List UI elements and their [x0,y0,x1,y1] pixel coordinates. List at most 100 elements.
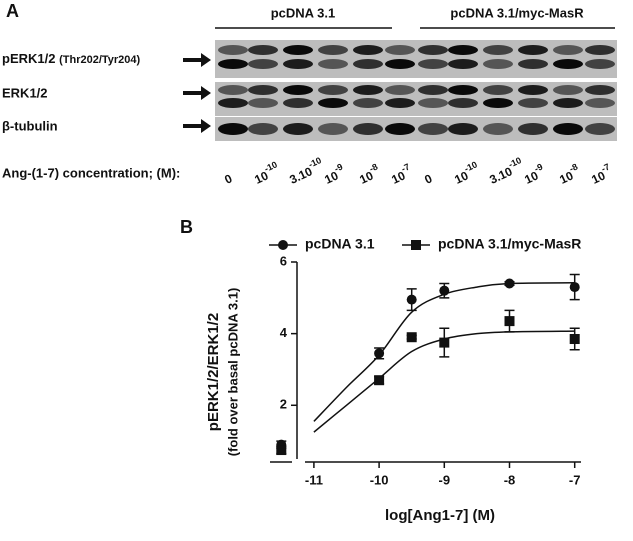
lane-base: 10 [252,169,270,187]
blot-band [385,123,415,135]
lane-base: 10 [389,169,407,187]
blot-band [483,59,513,69]
data-point [406,332,417,343]
lane-exp: -9 [333,162,344,174]
data-point [374,348,385,359]
blot-band [248,123,278,135]
lane-exp: -10 [463,160,479,175]
blot-band [418,98,448,108]
lane-exp: -7 [600,162,611,174]
blot-band [553,98,583,108]
lane-base: 10 [557,169,575,187]
lane-label: 10-8 [356,162,383,187]
lane-exp: -9 [533,162,544,174]
blot-band [418,59,448,69]
lane-label: 10-10 [251,160,282,187]
blot-band [483,123,513,135]
blot-band [283,123,313,135]
blot-band [518,123,548,135]
chart: 2 4 6 -11 -10 -9 -8 -7 log[Ang1-7] (M) pERK1/2/ER… [205,236,581,524]
concentration-label: Ang-(1-7) concentration; (M): [2,165,180,180]
blot-band [218,85,248,95]
blot-band [585,85,615,95]
lane-base: 0 [422,171,434,187]
blot-band [585,98,615,108]
blot-band [448,98,478,108]
blot-band [518,45,548,55]
blot-band [353,98,383,108]
group-label: pcDNA 3.1 [271,5,336,20]
panel-letter: B [180,217,193,237]
blot-band [483,85,513,95]
data-point [439,285,450,296]
lane-base: 10 [589,169,607,187]
blot-band [553,85,583,95]
blot-band [248,85,278,95]
lane-label: 3.10-10 [486,155,526,187]
lane-base: 10 [522,169,540,187]
blot-band [483,45,513,55]
data-point [504,278,515,289]
group-label: pcDNA 3.1/myc-MasR [450,5,584,20]
lane-label: 10-8 [556,162,583,187]
blot-band [283,45,313,55]
blot-band [353,85,383,95]
blot-band [518,59,548,69]
blot-band [585,123,615,135]
blot-band [448,85,478,95]
x-tick-label: -10 [370,472,389,487]
blot-band [353,123,383,135]
blot-band [385,45,415,55]
legend-label: pcDNA 3.1/myc-MasR [438,236,581,252]
blot-band [483,98,513,108]
x-tick-label: -11 [305,472,323,487]
arrows [183,53,211,133]
blot-band [418,85,448,95]
blot-band [353,59,383,69]
blot-band [318,85,348,95]
blot-strip [215,82,617,116]
blot-band [218,45,248,55]
lane-base: 10 [357,169,375,187]
blot-band [553,45,583,55]
data-point [374,375,385,386]
lane-label: 0 [222,171,234,187]
blot-band [418,123,448,135]
lane-base: 0 [222,171,234,187]
lane-exp: -10 [263,160,279,175]
y-tick-label: 4 [280,325,288,340]
blot-strip [215,117,617,141]
blot-band [318,123,348,135]
blot-band [553,123,583,135]
blot-band [248,45,278,55]
lane-label: 0 [422,171,434,187]
data-point [439,337,450,348]
blot-band [385,98,415,108]
y-axis-subtitle: (fold over basal pcDNA 3.1) [225,288,240,457]
lane-exp: -8 [568,162,579,174]
blot-band [448,59,478,69]
x-tick-label: -8 [504,472,516,487]
blot-band [218,59,248,69]
blot-band [418,45,448,55]
blot-band [318,59,348,69]
data-point [504,316,515,327]
row-label: ERK1/2 [2,85,48,100]
blot-band [585,45,615,55]
blot-band [553,59,583,69]
lane-label: 10-9 [521,162,548,187]
data-point [276,445,287,456]
row-label: β-tubulin [2,118,58,133]
blot-band [283,59,313,69]
blot-band [283,85,313,95]
lane-exp: -7 [400,162,411,174]
lane-exp: -10 [307,155,323,170]
data-point [569,334,580,345]
legend-marker [411,240,421,250]
data-point [569,282,580,293]
blot-band [283,98,313,108]
lane-exp: -8 [368,162,379,174]
lane-label: 10-10 [451,160,482,187]
